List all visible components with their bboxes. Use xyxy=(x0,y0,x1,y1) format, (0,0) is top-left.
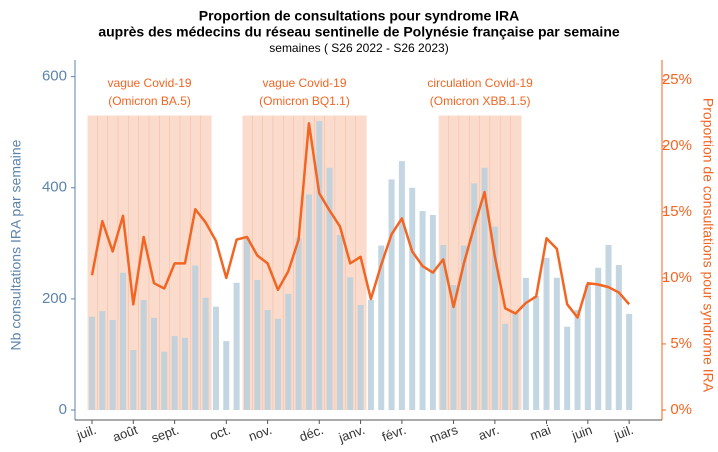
bar xyxy=(181,337,188,410)
y-tick-label: 400 xyxy=(42,179,67,196)
bar xyxy=(491,226,498,410)
bar xyxy=(223,341,230,410)
bar xyxy=(481,167,488,410)
x-tick-label: juin xyxy=(569,422,594,443)
bar xyxy=(543,257,550,410)
bar xyxy=(512,312,519,410)
line xyxy=(90,122,631,319)
bar xyxy=(440,245,447,410)
bar xyxy=(450,285,457,410)
x-tick-label: janv. xyxy=(336,422,367,446)
y2-tick-label: 20% xyxy=(662,137,692,154)
bar xyxy=(274,318,281,410)
y2-tick-label: 15% xyxy=(662,203,692,220)
bar xyxy=(161,351,168,410)
x-tick-label: mars xyxy=(427,422,460,446)
annotation: (Omicron BA.5) xyxy=(108,94,191,108)
bar xyxy=(254,280,261,410)
x-tick-label: avr. xyxy=(476,422,501,443)
bar xyxy=(605,245,612,410)
x-tick-label: déc. xyxy=(297,422,325,445)
bar xyxy=(326,167,333,410)
bar xyxy=(243,237,250,410)
bar xyxy=(336,235,343,410)
annotation: (Omicron XBB.1.5) xyxy=(430,94,531,108)
bar xyxy=(584,285,591,410)
y-tick-label: 200 xyxy=(42,290,67,307)
bar xyxy=(615,265,622,410)
bar xyxy=(119,272,126,410)
bar xyxy=(233,282,240,410)
annotation: vague Covid-19 xyxy=(108,76,192,90)
bar xyxy=(429,215,436,410)
bar xyxy=(347,277,354,410)
x-tick-label: août xyxy=(111,422,140,445)
bar xyxy=(398,161,405,410)
bar xyxy=(409,187,416,410)
bar xyxy=(171,336,178,410)
x-tick-label: oct. xyxy=(208,422,233,443)
bar xyxy=(357,305,364,410)
bar xyxy=(285,293,292,410)
x-tick-label: févr. xyxy=(380,422,408,445)
bar xyxy=(212,306,219,410)
bar xyxy=(140,300,147,410)
bar xyxy=(574,310,581,410)
x-tick-label: juil. xyxy=(611,422,635,443)
bar xyxy=(192,265,199,410)
annotation: (Omicron BQ1.1) xyxy=(259,94,350,108)
y2-axis-title: Proportion de consultations pour syndrom… xyxy=(700,98,716,393)
y-tick-label: 0 xyxy=(59,401,67,418)
chart-subtitle: semaines ( S26 2022 - S26 2023) xyxy=(269,41,448,55)
bar xyxy=(522,277,529,410)
bar xyxy=(378,245,385,410)
bar xyxy=(553,277,560,410)
chart-title: Proportion de consultations pour syndrom… xyxy=(199,8,519,24)
bar xyxy=(130,350,137,410)
bar xyxy=(150,317,157,410)
y2-tick-label: 5% xyxy=(670,335,692,352)
y2-tick-label: 10% xyxy=(662,269,692,286)
bar xyxy=(99,311,106,410)
bar xyxy=(89,316,95,410)
bar xyxy=(202,297,209,410)
bar xyxy=(502,323,509,410)
bar xyxy=(316,121,323,410)
bar xyxy=(460,245,467,410)
y2-tick-label: 25% xyxy=(662,71,692,88)
bar xyxy=(264,310,271,410)
x-tick-label: mai xyxy=(528,422,553,443)
bar xyxy=(533,296,540,410)
x-tick-label: juil. xyxy=(74,422,98,443)
chart-title: auprès des médecins du réseau sentinelle… xyxy=(98,24,620,40)
bar xyxy=(626,313,633,410)
annotation: circulation Covid-19 xyxy=(427,76,533,90)
bar xyxy=(295,237,302,410)
annotation: vague Covid-19 xyxy=(262,76,346,90)
bar xyxy=(109,320,116,410)
y-axis-title: Nb consultations IRA par semaine xyxy=(8,139,24,350)
y2-tick-label: 0% xyxy=(670,401,692,418)
bar xyxy=(564,326,571,410)
x-tick-label: nov. xyxy=(246,422,273,444)
bar xyxy=(367,300,374,410)
y-tick-label: 600 xyxy=(42,68,67,85)
bar xyxy=(305,194,312,410)
x-tick-label: sept. xyxy=(149,422,181,446)
bar xyxy=(419,211,426,410)
bar xyxy=(471,183,478,410)
bar xyxy=(595,267,602,410)
bar xyxy=(388,179,395,410)
